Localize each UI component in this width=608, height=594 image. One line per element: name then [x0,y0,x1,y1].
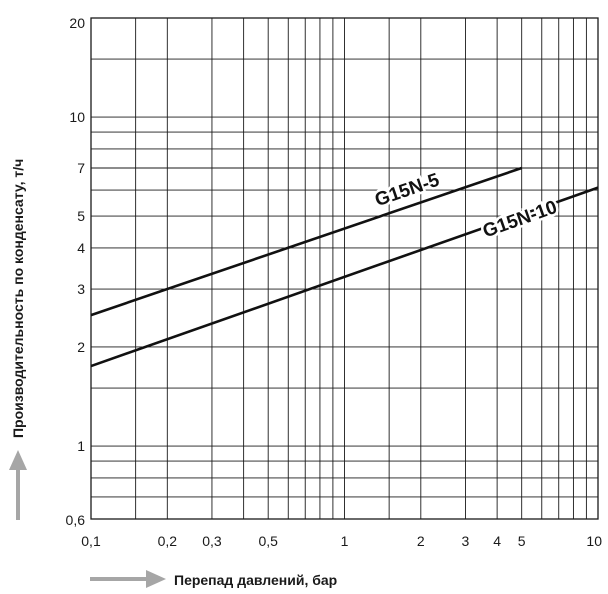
x-tick-label: 3 [462,533,470,549]
y-tick-label: 5 [77,208,85,224]
y-tick-label: 20 [69,15,85,31]
y-axis-arrow-icon [9,450,27,520]
x-tick-label: 5 [518,533,526,549]
series-label-g15n-5: G15N-5 [372,170,442,212]
x-axis-arrow-icon [90,570,166,588]
x-tick-label: 0,5 [258,533,278,549]
series-line-g15n-5 [90,166,523,317]
x-tick-label: 0,1 [81,533,101,549]
x-tick-label: 4 [493,533,501,549]
series-label-g15n-10: G15N-10 [480,197,560,242]
x-tick-label: 0,2 [158,533,178,549]
x-tick-label: 1 [341,533,349,549]
x-tick-labels: 0,1 0,2 0,3 0,5 1 2 3 4 5 10 [81,533,602,549]
x-axis-title: Перепад давлений, бар [174,572,337,588]
x-tick-label: 0,3 [202,533,222,549]
grid [90,17,599,520]
y-tick-label: 2 [77,339,85,355]
plot-frame [90,17,599,520]
y-tick-labels: 0,6 1 2 3 4 5 7 10 20 [66,15,86,528]
y-tick-label: 0,6 [66,512,86,528]
y-tick-label: 1 [77,438,85,454]
y-tick-label: 4 [77,240,85,256]
y-tick-label: 10 [69,109,85,125]
series-line-g15n-10 [90,186,599,368]
y-axis-title: Производительность по конденсату, т/ч [10,159,26,438]
x-tick-label: 10 [586,533,602,549]
y-tick-label: 3 [77,281,85,297]
y-tick-label: 7 [77,160,85,176]
x-tick-label: 2 [417,533,425,549]
